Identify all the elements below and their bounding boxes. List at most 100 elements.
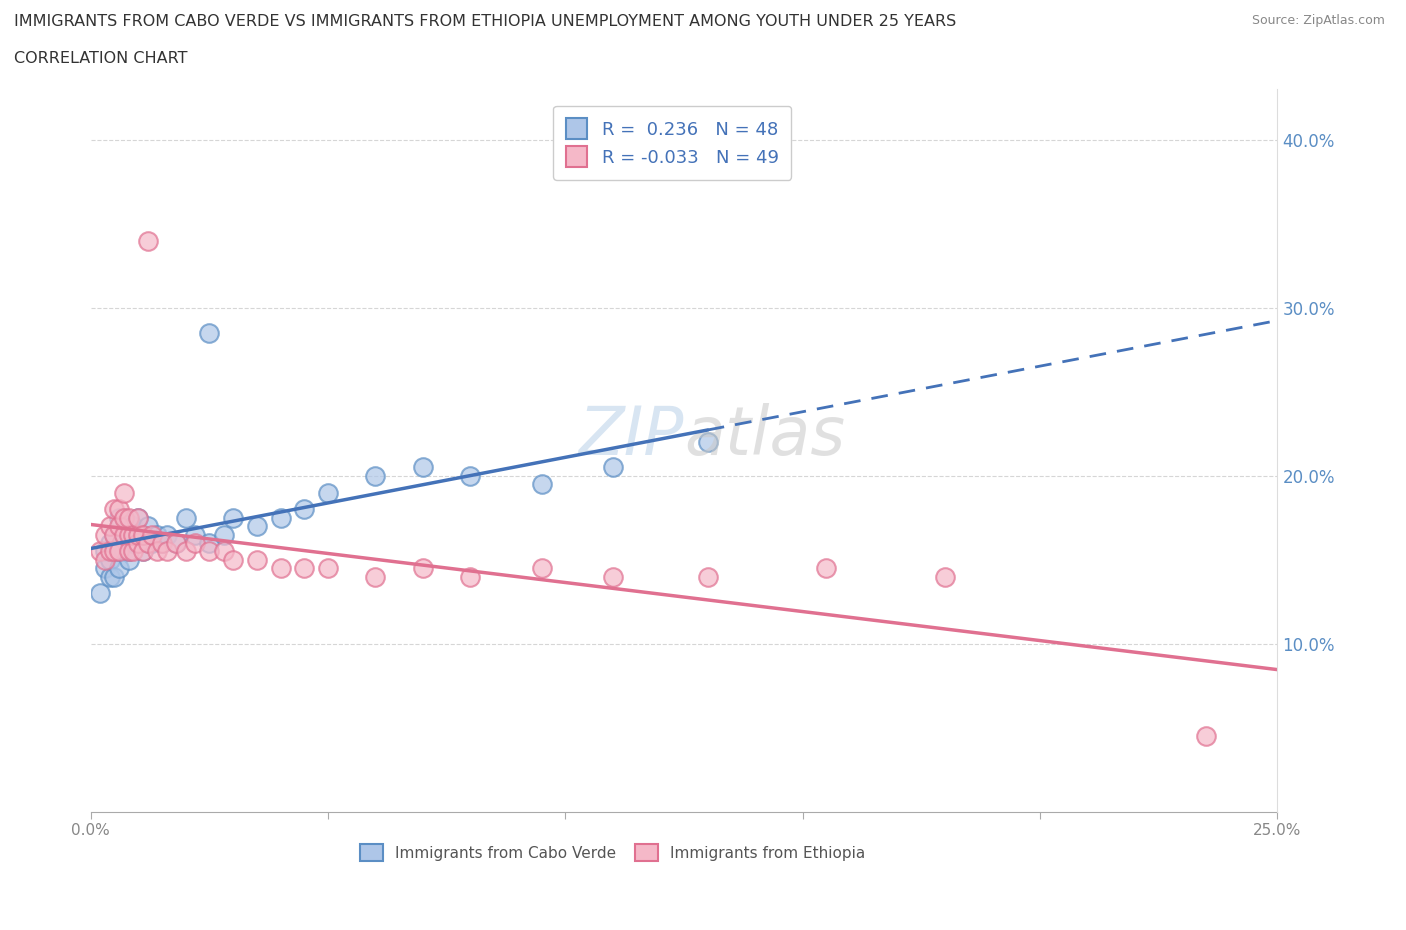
- Point: [460, 469, 482, 484]
- Point: [132, 544, 155, 559]
- Point: [270, 511, 292, 525]
- Point: [136, 536, 159, 551]
- Point: [815, 561, 838, 576]
- Point: [460, 569, 482, 584]
- Point: [530, 477, 553, 492]
- Point: [174, 544, 197, 559]
- Point: [112, 511, 135, 525]
- Point: [117, 511, 139, 525]
- Point: [165, 536, 187, 551]
- Point: [412, 561, 434, 576]
- Point: [222, 511, 245, 525]
- Point: [165, 536, 187, 551]
- Point: [530, 561, 553, 576]
- Point: [89, 586, 111, 601]
- Point: [122, 544, 145, 559]
- Point: [184, 527, 207, 542]
- Point: [108, 502, 131, 517]
- Point: [94, 561, 117, 576]
- Point: [103, 544, 125, 559]
- Text: CORRELATION CHART: CORRELATION CHART: [14, 51, 187, 66]
- Point: [174, 511, 197, 525]
- Point: [198, 326, 221, 340]
- Point: [122, 536, 145, 551]
- Point: [132, 527, 155, 542]
- Point: [94, 552, 117, 567]
- Point: [155, 527, 177, 542]
- Point: [146, 544, 169, 559]
- Point: [412, 460, 434, 475]
- Point: [246, 552, 269, 567]
- Point: [112, 544, 135, 559]
- Point: [212, 527, 235, 542]
- Point: [602, 460, 624, 475]
- Point: [98, 519, 121, 534]
- Text: ZIP: ZIP: [579, 403, 683, 469]
- Point: [141, 527, 163, 542]
- Point: [270, 561, 292, 576]
- Point: [316, 561, 339, 576]
- Point: [98, 536, 121, 551]
- Point: [112, 511, 135, 525]
- Point: [127, 527, 149, 542]
- Point: [94, 527, 117, 542]
- Point: [103, 502, 125, 517]
- Point: [98, 544, 121, 559]
- Point: [136, 536, 159, 551]
- Point: [246, 519, 269, 534]
- Point: [117, 552, 139, 567]
- Point: [98, 569, 121, 584]
- Point: [108, 544, 131, 559]
- Point: [122, 519, 145, 534]
- Point: [198, 536, 221, 551]
- Point: [127, 536, 149, 551]
- Point: [934, 569, 956, 584]
- Point: [89, 544, 111, 559]
- Point: [184, 536, 207, 551]
- Text: IMMIGRANTS FROM CABO VERDE VS IMMIGRANTS FROM ETHIOPIA UNEMPLOYMENT AMONG YOUTH : IMMIGRANTS FROM CABO VERDE VS IMMIGRANTS…: [14, 14, 956, 29]
- Point: [127, 511, 149, 525]
- Point: [316, 485, 339, 500]
- Point: [292, 502, 315, 517]
- Point: [112, 485, 135, 500]
- Text: atlas: atlas: [683, 403, 845, 469]
- Point: [112, 527, 135, 542]
- Point: [108, 561, 131, 576]
- Point: [112, 527, 135, 542]
- Point: [602, 569, 624, 584]
- Point: [127, 527, 149, 542]
- Point: [1195, 729, 1218, 744]
- Point: [136, 233, 159, 248]
- Point: [198, 544, 221, 559]
- Point: [292, 561, 315, 576]
- Legend: Immigrants from Cabo Verde, Immigrants from Ethiopia: Immigrants from Cabo Verde, Immigrants f…: [353, 836, 873, 869]
- Point: [150, 536, 173, 551]
- Point: [108, 544, 131, 559]
- Point: [146, 527, 169, 542]
- Point: [103, 527, 125, 542]
- Point: [103, 569, 125, 584]
- Text: Source: ZipAtlas.com: Source: ZipAtlas.com: [1251, 14, 1385, 27]
- Point: [696, 434, 718, 449]
- Point: [108, 511, 131, 525]
- Point: [127, 536, 149, 551]
- Point: [364, 469, 387, 484]
- Point: [696, 569, 718, 584]
- Point: [117, 527, 139, 542]
- Point: [141, 536, 163, 551]
- Point: [103, 544, 125, 559]
- Point: [117, 544, 139, 559]
- Point: [212, 544, 235, 559]
- Point: [155, 544, 177, 559]
- Point: [132, 527, 155, 542]
- Point: [127, 511, 149, 525]
- Point: [103, 527, 125, 542]
- Point: [364, 569, 387, 584]
- Point: [136, 519, 159, 534]
- Point: [222, 552, 245, 567]
- Point: [132, 544, 155, 559]
- Point: [117, 527, 139, 542]
- Point: [98, 552, 121, 567]
- Point: [122, 527, 145, 542]
- Point: [94, 544, 117, 559]
